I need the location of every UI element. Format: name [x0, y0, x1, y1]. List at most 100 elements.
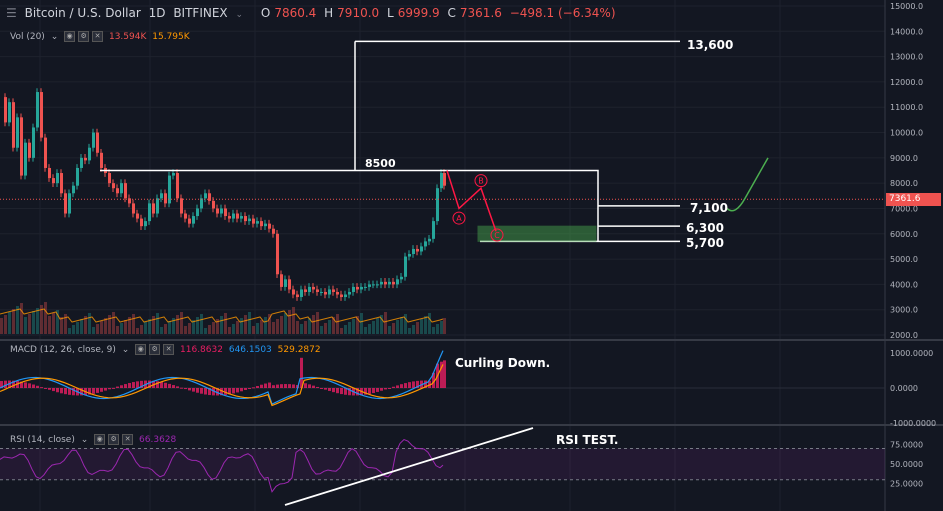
candle-body	[152, 203, 155, 214]
close-icon[interactable]: ✕	[163, 344, 175, 355]
volume-bar	[416, 322, 419, 334]
macd-hist-bar	[404, 383, 407, 388]
macd-hist-bar	[36, 385, 39, 388]
candle-body	[216, 208, 219, 214]
candle-body	[116, 188, 119, 194]
volume-bar	[64, 314, 67, 334]
macd-hist-bar	[412, 381, 415, 388]
visibility-icon[interactable]: ◉	[135, 344, 147, 355]
candle-body	[16, 117, 19, 148]
candle-body	[296, 294, 299, 298]
support-box	[477, 225, 597, 242]
macd-hist-bar	[96, 388, 99, 393]
macd-hist-bar	[132, 382, 135, 388]
wave-b-label: B	[478, 177, 484, 186]
chevron-down-icon[interactable]: ⌄	[121, 345, 130, 355]
volume-bar	[216, 319, 219, 334]
settings-icon[interactable]: ⚙	[149, 344, 161, 355]
candle-body	[248, 218, 251, 222]
interval-label[interactable]: 1D	[148, 6, 166, 20]
annotation-level-6300[interactable]: 6,300	[686, 221, 724, 235]
rsi-label[interactable]: RSI (14, close)	[10, 435, 75, 445]
chevron-down-icon[interactable]: ⌄	[80, 435, 89, 445]
macd-hist-bar	[260, 384, 263, 388]
price-tick-label: 9000.0	[890, 154, 918, 163]
candle-body	[228, 216, 231, 219]
macd-hist-bar	[248, 388, 251, 389]
volume-bar	[188, 323, 191, 334]
price-tick-label: 8000.0	[890, 179, 918, 188]
volume-bar	[48, 316, 51, 334]
volume-ma-value: 15.795K	[152, 32, 190, 42]
visibility-icon[interactable]: ◉	[94, 434, 106, 445]
menu-icon[interactable]: ☰	[6, 6, 17, 20]
chevron-down-icon[interactable]: ⌄	[235, 10, 244, 20]
volume-label[interactable]: Vol (20)	[10, 32, 45, 42]
volume-bar	[96, 324, 99, 334]
high-label: H	[324, 6, 334, 20]
annotation-resistance[interactable]: 8500	[365, 157, 396, 170]
candle-body	[348, 291, 351, 295]
macd-hist-bar	[196, 388, 199, 393]
annotation-rsi-note[interactable]: RSI TEST.	[556, 433, 619, 447]
candle-body	[380, 281, 383, 285]
volume-bar	[180, 312, 183, 334]
macd-label[interactable]: MACD (12, 26, close, 9)	[10, 345, 116, 355]
macd-hist-bar	[200, 388, 203, 394]
macd-hist-bar	[308, 384, 311, 388]
candle-body	[200, 198, 203, 209]
volume-bar	[4, 315, 7, 334]
macd-hist-bar	[12, 380, 15, 388]
candle-body	[352, 286, 355, 292]
candle-body	[236, 213, 239, 219]
volume-bar	[84, 316, 87, 334]
price-tick-label: 10000.0	[890, 129, 923, 138]
macd-hist-bar	[268, 382, 271, 388]
candle-body	[164, 193, 167, 204]
candle-body	[412, 248, 415, 255]
candle-body	[184, 213, 187, 219]
volume-bar	[60, 317, 63, 334]
chevron-down-icon[interactable]: ⌄	[50, 32, 59, 42]
visibility-icon[interactable]: ◉	[64, 31, 76, 42]
volume-bar	[324, 323, 327, 334]
annotation-level-7100[interactable]: 7,100	[690, 201, 728, 215]
macd-hist-bar	[316, 386, 319, 388]
volume-bar	[440, 321, 443, 334]
macd-hist-bar	[104, 388, 107, 391]
close-icon[interactable]: ✕	[122, 434, 134, 445]
volume-bar	[176, 315, 179, 334]
candle-body	[192, 216, 195, 224]
macd-hist-bar	[24, 382, 27, 388]
macd-hist-bar	[128, 382, 131, 388]
annotation-level-5700[interactable]: 5,700	[686, 236, 724, 250]
candle-body	[84, 157, 87, 161]
annotation-macd-note[interactable]: Curling Down.	[455, 356, 551, 370]
settings-icon[interactable]: ⚙	[108, 434, 120, 445]
macd-hist-bar	[284, 384, 287, 388]
volume-bar	[420, 319, 423, 334]
volume-bar	[80, 319, 83, 334]
candle-body	[168, 175, 171, 204]
volume-bar	[220, 316, 223, 334]
volume-bar	[152, 316, 155, 334]
volume-bar	[368, 324, 371, 334]
volume-bar	[304, 321, 307, 334]
annotation-target-high[interactable]: 13,600	[687, 38, 734, 52]
settings-icon[interactable]: ⚙	[78, 31, 90, 42]
candle-body	[52, 178, 55, 184]
candle-body	[120, 183, 123, 194]
volume-bar	[124, 320, 127, 334]
macd-hist-bar	[236, 388, 239, 393]
close-icon[interactable]: ✕	[92, 31, 104, 42]
candle-body	[92, 132, 95, 148]
volume-bar	[372, 321, 375, 334]
symbol-name[interactable]: Bitcoin / U.S. Dollar	[24, 6, 141, 20]
candle-body	[312, 286, 315, 290]
volume-bar	[120, 323, 123, 334]
candle-body	[28, 142, 31, 158]
candle-body	[336, 291, 339, 295]
resistance-line	[100, 169, 599, 242]
candle-body	[144, 221, 147, 227]
